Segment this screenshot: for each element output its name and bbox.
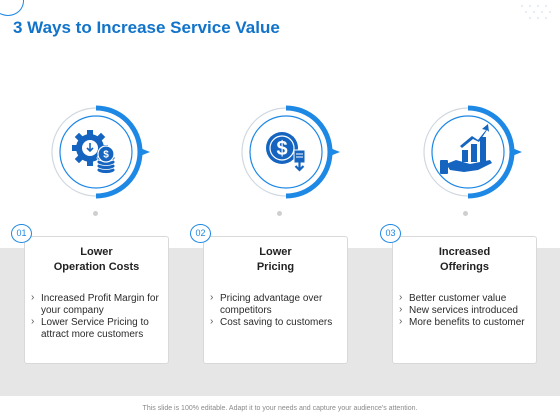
connector-dot (93, 211, 98, 216)
svg-text:$: $ (103, 150, 109, 161)
corner-decoration (0, 0, 24, 16)
card-pricing: Lower Pricing Pricing advantage over com… (203, 236, 348, 364)
card-title-line: Lower (259, 246, 292, 258)
slide-title: 3 Ways to Increase Service Value (13, 18, 280, 37)
pricing-icon-group: $ (238, 104, 348, 200)
card-title-line: Operation Costs (53, 261, 140, 273)
card-title-line: Lower (80, 246, 113, 258)
step-number-badge: 02 (190, 224, 211, 243)
gear-coins-icon: $ (51, 105, 150, 199)
bullet-item: More benefits to customer (399, 316, 532, 329)
dollar-coin-down-icon: $ (241, 105, 340, 199)
bullet-list: Better customer value New services intro… (399, 292, 532, 329)
bullet-item: Cost saving to customers (210, 316, 343, 329)
svg-text:$: $ (276, 138, 287, 160)
bullet-list: Increased Profit Margin for your company… (31, 292, 164, 341)
connector-dot (463, 211, 468, 216)
step-number-badge: 03 (380, 224, 401, 243)
operation-costs-icon-group: $ (48, 104, 158, 200)
card-title: Lower Pricing (204, 245, 347, 275)
bullet-item: Lower Service Pricing to attract more cu… (31, 316, 164, 341)
card-title: Increased Offerings (393, 245, 536, 275)
dot-pattern-decoration (521, 5, 551, 19)
card-offerings: Increased Offerings Better customer valu… (392, 236, 537, 364)
hand-growth-chart-icon (423, 105, 522, 199)
bullet-item: Better customer value (399, 292, 532, 305)
footer-note: This slide is 100% editable. Adapt it to… (142, 405, 418, 412)
bullet-item: New services introduced (399, 304, 532, 317)
connector-dot (277, 211, 282, 216)
step-number-badge: 01 (11, 224, 32, 243)
card-title-line: Offerings (440, 261, 489, 273)
card-title-line: Increased (438, 246, 491, 258)
bullet-list: Pricing advantage over competitors Cost … (210, 292, 343, 329)
card-title: Lower Operation Costs (25, 245, 168, 275)
card-operation-costs: Lower Operation Costs Increased Profit M… (24, 236, 169, 364)
offerings-icon-group (420, 104, 530, 200)
card-title-line: Pricing (256, 261, 295, 273)
bullet-item: Pricing advantage over competitors (210, 292, 343, 317)
bullet-item: Increased Profit Margin for your company (31, 292, 164, 317)
